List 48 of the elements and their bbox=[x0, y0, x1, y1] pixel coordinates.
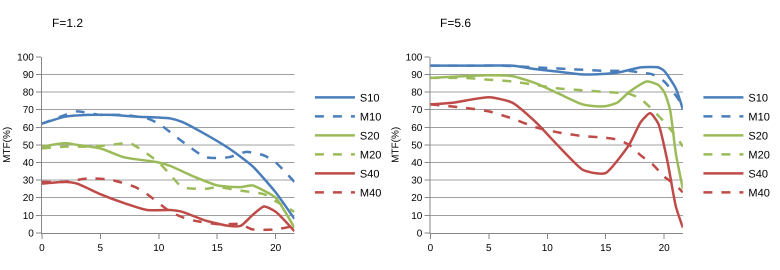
x-tick-label: 5 bbox=[98, 242, 104, 254]
x-tick-label: 0 bbox=[428, 242, 434, 254]
legend-label: M10 bbox=[360, 112, 382, 124]
legend-label: S20 bbox=[360, 130, 380, 143]
x-tick-label: 20 bbox=[270, 242, 282, 254]
legend-label: S10 bbox=[748, 92, 768, 105]
y-tick-label: 60 bbox=[22, 122, 34, 134]
y-tick-label: 30 bbox=[411, 176, 423, 187]
x-tick-label: 15 bbox=[212, 242, 224, 254]
y-tick-label: 40 bbox=[22, 158, 34, 169]
y-tick-label: 20 bbox=[22, 193, 34, 204]
legend-label: M40 bbox=[748, 188, 770, 200]
x-tick-label: 20 bbox=[658, 242, 670, 254]
y-axis-title: MTF(%) bbox=[390, 126, 402, 163]
legend-label: S40 bbox=[360, 168, 380, 181]
x-tick-label: 0 bbox=[39, 242, 46, 254]
chart-title: F=1.2 bbox=[52, 16, 84, 30]
y-tick-label: 0 bbox=[416, 228, 423, 240]
chart-title: F=5.6 bbox=[440, 16, 472, 30]
y-tick-label: 80 bbox=[22, 88, 34, 99]
legend-label: M20 bbox=[360, 150, 382, 162]
y-tick-label: 50 bbox=[411, 140, 423, 152]
y-tick-label: 90 bbox=[411, 70, 423, 81]
x-tick-label: 10 bbox=[542, 242, 554, 254]
legend-label: M10 bbox=[748, 112, 770, 124]
y-tick-label: 50 bbox=[22, 140, 34, 152]
y-tick-label: 60 bbox=[411, 122, 423, 134]
y-tick-label: 30 bbox=[22, 176, 34, 187]
x-tick-label: 15 bbox=[600, 242, 612, 254]
legend-label: S20 bbox=[748, 130, 768, 143]
x-tick-label: 5 bbox=[486, 242, 492, 254]
y-tick-label: 70 bbox=[411, 105, 423, 116]
y-tick-label: 70 bbox=[22, 105, 34, 116]
legend-label: S10 bbox=[360, 92, 380, 105]
y-tick-label: 90 bbox=[22, 70, 34, 81]
legend-label: S40 bbox=[748, 168, 768, 181]
y-axis-title: MTF(%) bbox=[2, 126, 14, 163]
y-tick-label: 0 bbox=[28, 228, 34, 240]
y-tick-label: 10 bbox=[411, 210, 423, 222]
y-tick-label: 100 bbox=[406, 52, 423, 64]
y-tick-label: 100 bbox=[17, 52, 34, 64]
legend-label: M40 bbox=[360, 188, 382, 200]
x-tick-label: 10 bbox=[153, 242, 165, 254]
y-tick-label: 10 bbox=[22, 210, 34, 222]
y-tick-label: 20 bbox=[411, 193, 423, 204]
y-tick-label: 40 bbox=[411, 158, 423, 169]
legend-label: M20 bbox=[748, 150, 770, 162]
y-tick-label: 80 bbox=[411, 88, 423, 99]
